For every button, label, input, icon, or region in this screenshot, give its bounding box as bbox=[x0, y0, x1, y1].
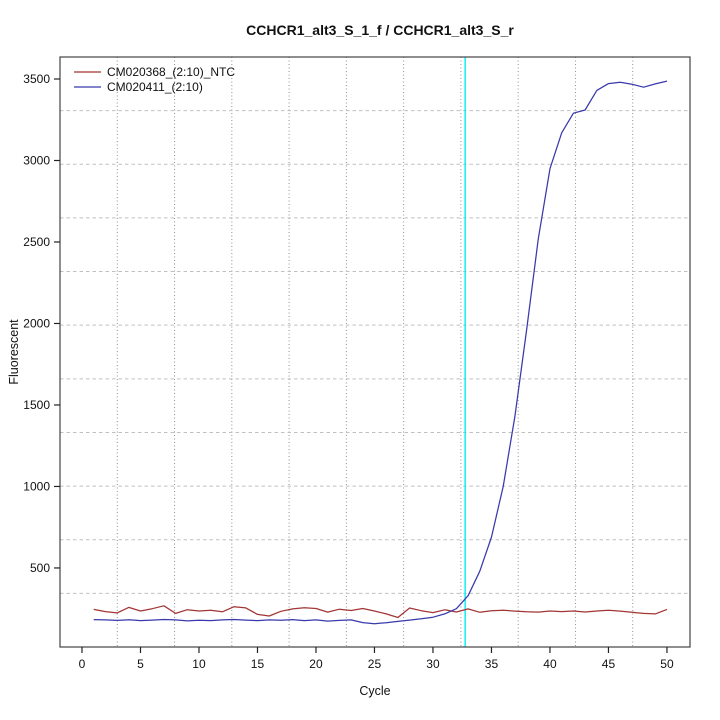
y-axis-label: Fluorescent bbox=[7, 319, 21, 385]
gridlines bbox=[60, 57, 690, 647]
y-tick-label: 3500 bbox=[23, 72, 50, 86]
x-tick-label: 0 bbox=[79, 657, 86, 671]
y-tick-label: 1000 bbox=[23, 479, 50, 493]
chart-title: CCHCR1_alt3_S_1_f / CCHCR1_alt3_S_r bbox=[246, 22, 514, 38]
x-tick-label: 20 bbox=[309, 657, 323, 671]
x-tick-label: 50 bbox=[660, 657, 674, 671]
y-tick-label: 500 bbox=[30, 561, 50, 575]
plot-border bbox=[59, 56, 691, 648]
y-tick-label: 3000 bbox=[23, 153, 50, 167]
x-tick-label: 35 bbox=[485, 657, 499, 671]
x-tick-label: 40 bbox=[543, 657, 557, 671]
x-axis-label: Cycle bbox=[359, 684, 390, 698]
series-line-0 bbox=[93, 605, 668, 619]
legend-label-ntc: CM020368_(2:10)_NTC bbox=[107, 65, 235, 79]
axes: 0 5 10 15 20 25 30 35 40 45 50 500 1000 1500 2000 2500 3… bbox=[23, 72, 674, 671]
legend: CM020368_(2:10)_NTC CM020411_(2:10) bbox=[74, 65, 235, 94]
y-tick-label: 2000 bbox=[23, 316, 50, 330]
y-tick-label: 2500 bbox=[23, 235, 50, 249]
y-tick-label: 1500 bbox=[23, 398, 50, 412]
x-tick-label: 45 bbox=[602, 657, 616, 671]
series-lines bbox=[93, 80, 668, 625]
x-tick-label: 15 bbox=[251, 657, 265, 671]
x-tick-label: 25 bbox=[368, 657, 382, 671]
x-tick-label: 5 bbox=[137, 657, 144, 671]
x-tick-label: 30 bbox=[426, 657, 440, 671]
x-tick-label: 10 bbox=[192, 657, 206, 671]
series-line-1 bbox=[93, 80, 668, 625]
legend-label-sample: CM020411_(2:10) bbox=[107, 80, 203, 94]
